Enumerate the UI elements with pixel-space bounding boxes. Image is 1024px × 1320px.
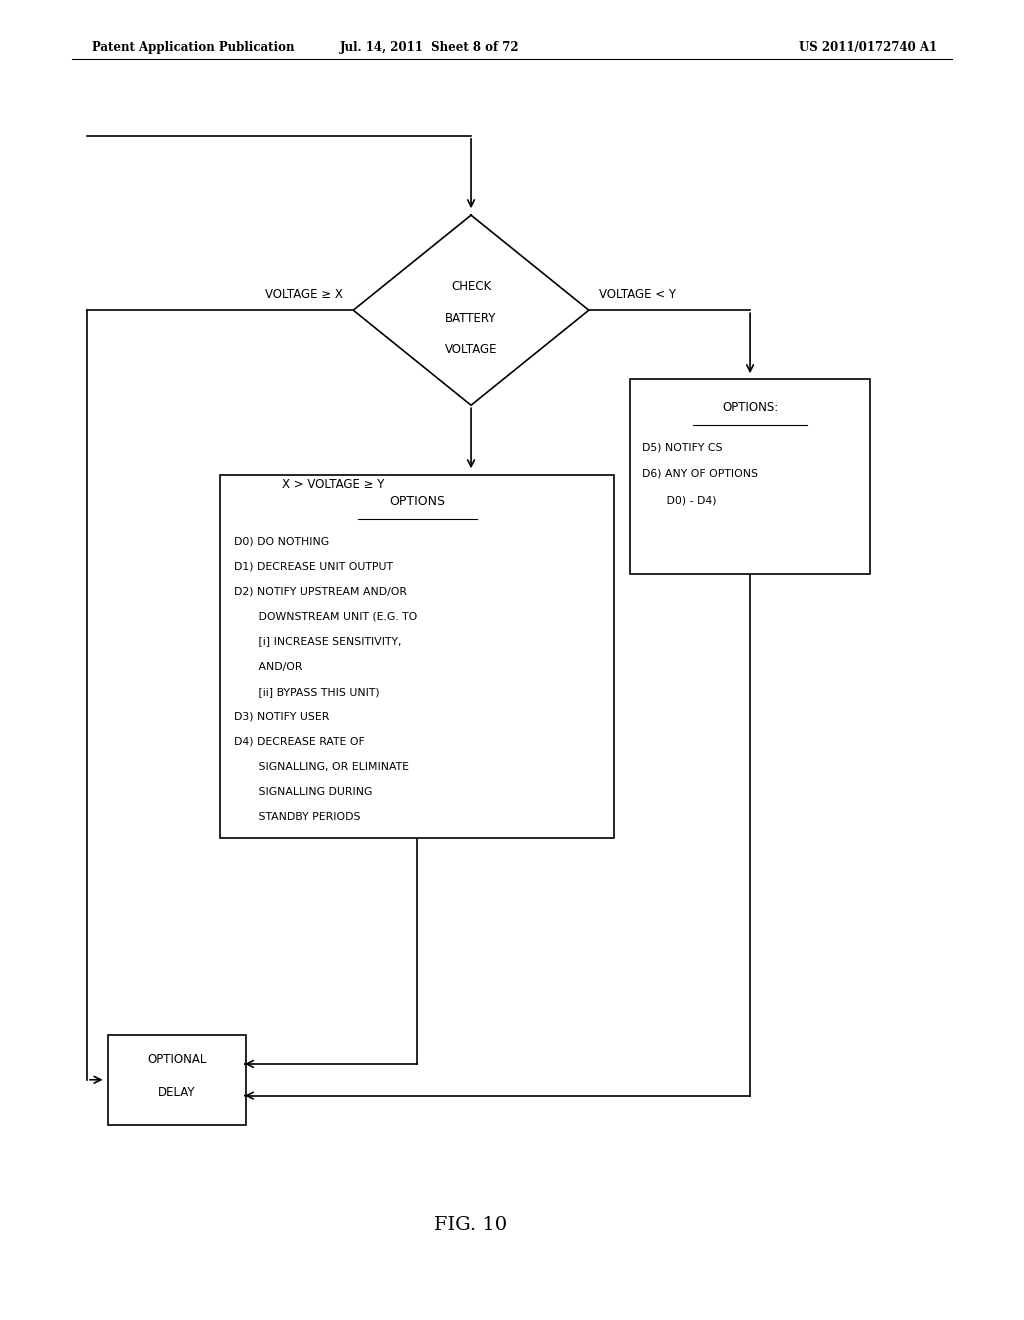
Text: D4) DECREASE RATE OF: D4) DECREASE RATE OF bbox=[234, 737, 366, 747]
Text: SIGNALLING, OR ELIMINATE: SIGNALLING, OR ELIMINATE bbox=[234, 762, 410, 772]
Text: US 2011/0172740 A1: US 2011/0172740 A1 bbox=[799, 41, 937, 54]
Text: DOWNSTREAM UNIT (E.G. TO: DOWNSTREAM UNIT (E.G. TO bbox=[234, 611, 418, 622]
Text: D6) ANY OF OPTIONS: D6) ANY OF OPTIONS bbox=[642, 469, 758, 479]
Text: VOLTAGE < Y: VOLTAGE < Y bbox=[599, 288, 676, 301]
Text: STANDBY PERIODS: STANDBY PERIODS bbox=[234, 812, 361, 822]
Text: OPTIONAL: OPTIONAL bbox=[147, 1053, 206, 1067]
Text: DELAY: DELAY bbox=[158, 1086, 196, 1100]
Text: AND/OR: AND/OR bbox=[234, 661, 303, 672]
Text: OPTIONS:: OPTIONS: bbox=[722, 401, 778, 414]
Text: Jul. 14, 2011  Sheet 8 of 72: Jul. 14, 2011 Sheet 8 of 72 bbox=[340, 41, 520, 54]
FancyBboxPatch shape bbox=[630, 379, 870, 574]
Text: VOLTAGE: VOLTAGE bbox=[444, 343, 498, 356]
Text: D0) DO NOTHING: D0) DO NOTHING bbox=[234, 536, 330, 546]
FancyBboxPatch shape bbox=[220, 475, 614, 838]
Text: D2) NOTIFY UPSTREAM AND/OR: D2) NOTIFY UPSTREAM AND/OR bbox=[234, 586, 408, 597]
Text: [i] INCREASE SENSITIVITY,: [i] INCREASE SENSITIVITY, bbox=[234, 636, 402, 647]
FancyBboxPatch shape bbox=[108, 1035, 246, 1125]
Text: OPTIONS: OPTIONS bbox=[389, 495, 445, 508]
Text: D1) DECREASE UNIT OUTPUT: D1) DECREASE UNIT OUTPUT bbox=[234, 561, 393, 572]
Text: Patent Application Publication: Patent Application Publication bbox=[92, 41, 295, 54]
Text: VOLTAGE ≥ X: VOLTAGE ≥ X bbox=[265, 288, 343, 301]
Text: D3) NOTIFY USER: D3) NOTIFY USER bbox=[234, 711, 330, 722]
Text: CHECK: CHECK bbox=[451, 280, 492, 293]
Text: [ii] BYPASS THIS UNIT): [ii] BYPASS THIS UNIT) bbox=[234, 686, 380, 697]
Text: D0) - D4): D0) - D4) bbox=[642, 495, 717, 506]
Text: SIGNALLING DURING: SIGNALLING DURING bbox=[234, 787, 373, 797]
Text: D5) NOTIFY CS: D5) NOTIFY CS bbox=[642, 442, 723, 453]
Text: FIG. 10: FIG. 10 bbox=[434, 1216, 508, 1234]
Text: X > VOLTAGE ≥ Y: X > VOLTAGE ≥ Y bbox=[282, 478, 384, 491]
Text: BATTERY: BATTERY bbox=[445, 312, 497, 325]
